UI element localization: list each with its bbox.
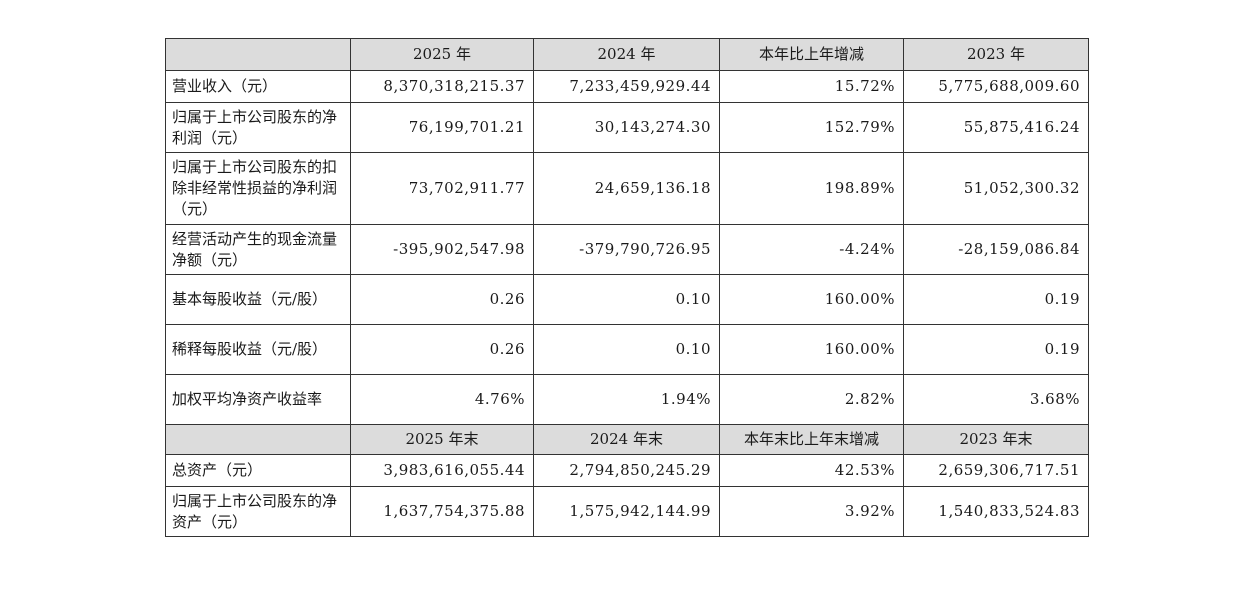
financial-summary-table: 2025 年 2024 年 本年比上年增减 2023 年 营业收入（元） 8,3… bbox=[165, 38, 1089, 537]
row-label-total-assets: 总资产（元） bbox=[165, 454, 351, 487]
table-row: 经营活动产生的现金流量净额（元） -395,902,547.98 -379,79… bbox=[165, 224, 1089, 275]
cell-value: 3.68% bbox=[903, 374, 1089, 425]
cell-value: 51,052,300.32 bbox=[903, 152, 1089, 225]
cell-value: 42.53% bbox=[719, 454, 904, 487]
cell-value: 1,637,754,375.88 bbox=[350, 486, 534, 537]
cell-value: 73,702,911.77 bbox=[350, 152, 534, 225]
cell-value: 24,659,136.18 bbox=[533, 152, 720, 225]
header-yoy-end-change: 本年末比上年末增减 bbox=[719, 424, 904, 455]
cell-value: -4.24% bbox=[719, 224, 904, 275]
row-label-net-profit-deducted: 归属于上市公司股东的扣除非经常性损益的净利润（元） bbox=[165, 152, 351, 225]
cell-value: 0.26 bbox=[350, 274, 534, 325]
header-yoy-change: 本年比上年增减 bbox=[719, 38, 904, 71]
cell-value: -28,159,086.84 bbox=[903, 224, 1089, 275]
cell-value: 4.76% bbox=[350, 374, 534, 425]
cell-value: -379,790,726.95 bbox=[533, 224, 720, 275]
row-label-diluted-eps: 稀释每股收益（元/股） bbox=[165, 324, 351, 375]
row-label-revenue: 营业收入（元） bbox=[165, 70, 351, 103]
cell-value: 2,794,850,245.29 bbox=[533, 454, 720, 487]
cell-value: 3,983,616,055.44 bbox=[350, 454, 534, 487]
header-2024-end: 2024 年末 bbox=[533, 424, 720, 455]
cell-value: 1.94% bbox=[533, 374, 720, 425]
cell-value: 0.19 bbox=[903, 274, 1089, 325]
header-blank-cell bbox=[165, 38, 351, 71]
table-row: 归属于上市公司股东的扣除非经常性损益的净利润（元） 73,702,911.77 … bbox=[165, 152, 1089, 225]
header-row-annual: 2025 年 2024 年 本年比上年增减 2023 年 bbox=[165, 38, 1089, 71]
header-2023-end: 2023 年末 bbox=[903, 424, 1089, 455]
cell-value: 3.92% bbox=[719, 486, 904, 537]
cell-value: 0.10 bbox=[533, 274, 720, 325]
row-label-basic-eps: 基本每股收益（元/股） bbox=[165, 274, 351, 325]
cell-value: 8,370,318,215.37 bbox=[350, 70, 534, 103]
table-row: 总资产（元） 3,983,616,055.44 2,794,850,245.29… bbox=[165, 454, 1089, 487]
cell-value: 198.89% bbox=[719, 152, 904, 225]
cell-value: 2.82% bbox=[719, 374, 904, 425]
cell-value: 15.72% bbox=[719, 70, 904, 103]
row-label-net-profit: 归属于上市公司股东的净利润（元） bbox=[165, 102, 351, 153]
cell-value: 160.00% bbox=[719, 324, 904, 375]
header-2024: 2024 年 bbox=[533, 38, 720, 71]
cell-value: 1,540,833,524.83 bbox=[903, 486, 1089, 537]
cell-value: 7,233,459,929.44 bbox=[533, 70, 720, 103]
cell-value: 76,199,701.21 bbox=[350, 102, 534, 153]
cell-value: 0.26 bbox=[350, 324, 534, 375]
table-row: 归属于上市公司股东的净资产（元） 1,637,754,375.88 1,575,… bbox=[165, 486, 1089, 537]
table-row: 加权平均净资产收益率 4.76% 1.94% 2.82% 3.68% bbox=[165, 374, 1089, 425]
header-2025: 2025 年 bbox=[350, 38, 534, 71]
header-2025-end: 2025 年末 bbox=[350, 424, 534, 455]
cell-value: 55,875,416.24 bbox=[903, 102, 1089, 153]
cell-value: 5,775,688,009.60 bbox=[903, 70, 1089, 103]
row-label-net-assets: 归属于上市公司股东的净资产（元） bbox=[165, 486, 351, 537]
row-label-operating-cash-flow: 经营活动产生的现金流量净额（元） bbox=[165, 224, 351, 275]
cell-value: 2,659,306,717.51 bbox=[903, 454, 1089, 487]
cell-value: 1,575,942,144.99 bbox=[533, 486, 720, 537]
cell-value: 160.00% bbox=[719, 274, 904, 325]
table-row: 营业收入（元） 8,370,318,215.37 7,233,459,929.4… bbox=[165, 70, 1089, 103]
cell-value: -395,902,547.98 bbox=[350, 224, 534, 275]
cell-value: 0.19 bbox=[903, 324, 1089, 375]
table-row: 归属于上市公司股东的净利润（元） 76,199,701.21 30,143,27… bbox=[165, 102, 1089, 153]
cell-value: 152.79% bbox=[719, 102, 904, 153]
header-row-year-end: 2025 年末 2024 年末 本年末比上年末增减 2023 年末 bbox=[165, 424, 1089, 455]
table-row: 基本每股收益（元/股） 0.26 0.10 160.00% 0.19 bbox=[165, 274, 1089, 325]
header-blank-cell bbox=[165, 424, 351, 455]
cell-value: 30,143,274.30 bbox=[533, 102, 720, 153]
row-label-weighted-roe: 加权平均净资产收益率 bbox=[165, 374, 351, 425]
cell-value: 0.10 bbox=[533, 324, 720, 375]
table-row: 稀释每股收益（元/股） 0.26 0.10 160.00% 0.19 bbox=[165, 324, 1089, 375]
header-2023: 2023 年 bbox=[903, 38, 1089, 71]
